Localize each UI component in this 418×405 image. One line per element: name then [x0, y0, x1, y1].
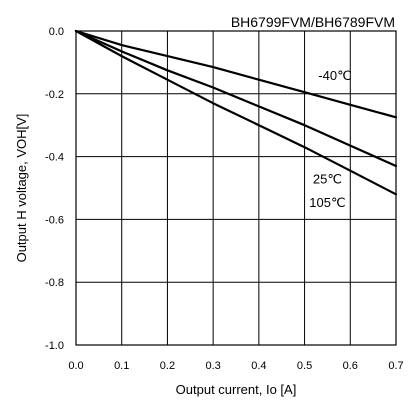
series-line	[74, 29, 398, 119]
y-tick-label: -1.0	[45, 340, 64, 352]
y-tick-label: -0.4	[45, 152, 64, 164]
y-tick-label: -0.8	[45, 277, 64, 289]
series-label: -40℃	[318, 68, 351, 83]
y-tick-label: 0.0	[49, 26, 64, 38]
x-tick-label: 0.5	[297, 360, 312, 372]
series-line	[74, 29, 398, 168]
x-tick-label: 0.7	[388, 360, 403, 372]
x-axis-title: Output current, Io [A]	[176, 382, 297, 397]
series-label: 25℃	[313, 172, 342, 187]
y-tick-label: -0.6	[45, 214, 64, 226]
x-tick-label: 0.0	[68, 360, 83, 372]
x-tick-label: 0.1	[114, 360, 129, 372]
x-tick-label: 0.3	[205, 360, 220, 372]
series-lines	[74, 29, 398, 196]
tick-labels: 0.0 0.1 0.2 0.3 0.4 0.5 0.6 0.7 0.0 -0.2 -0.4 -0.6 -…	[45, 26, 404, 372]
x-tick-label: 0.4	[251, 360, 266, 372]
y-axis-title: Output H voltage, VOH[V]	[14, 114, 29, 263]
chart-title: BH6799FVM/BH6789FVM	[231, 14, 395, 30]
series-label: 105℃	[309, 195, 345, 210]
series-line	[74, 29, 398, 196]
y-tick-label: -0.2	[45, 89, 64, 101]
x-tick-label: 0.2	[160, 360, 175, 372]
plot-frame	[75, 30, 397, 346]
series-labels: -40℃ 25℃ 105℃	[309, 68, 351, 210]
x-tick-label: 0.6	[343, 360, 358, 372]
